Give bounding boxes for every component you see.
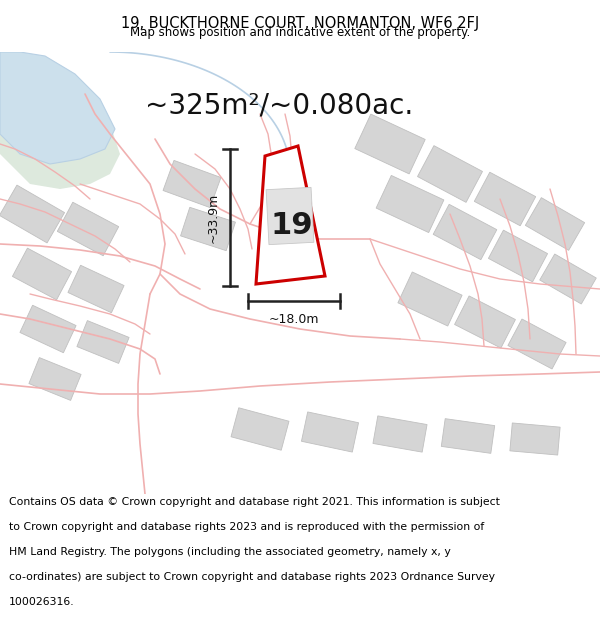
Text: ~33.9m: ~33.9m [207, 192, 220, 242]
Polygon shape [355, 114, 425, 174]
Polygon shape [508, 319, 566, 369]
Polygon shape [433, 204, 497, 259]
Polygon shape [163, 161, 221, 208]
Polygon shape [20, 305, 76, 352]
Polygon shape [418, 146, 482, 202]
Text: HM Land Registry. The polygons (including the associated geometry, namely x, y: HM Land Registry. The polygons (includin… [9, 547, 451, 557]
Polygon shape [540, 254, 596, 304]
Text: Map shows position and indicative extent of the property.: Map shows position and indicative extent… [130, 26, 470, 39]
Text: ~325m²/~0.080ac.: ~325m²/~0.080ac. [145, 92, 413, 120]
Text: to Crown copyright and database rights 2023 and is reproduced with the permissio: to Crown copyright and database rights 2… [9, 522, 484, 532]
Polygon shape [373, 416, 427, 452]
Polygon shape [301, 412, 359, 452]
Polygon shape [455, 296, 515, 348]
Polygon shape [29, 357, 81, 401]
Polygon shape [256, 146, 325, 284]
Text: co-ordinates) are subject to Crown copyright and database rights 2023 Ordnance S: co-ordinates) are subject to Crown copyr… [9, 572, 495, 582]
Text: ~18.0m: ~18.0m [269, 313, 319, 326]
Polygon shape [68, 265, 124, 312]
Polygon shape [57, 202, 119, 256]
Polygon shape [474, 173, 536, 226]
Polygon shape [526, 198, 584, 251]
Polygon shape [181, 208, 235, 251]
Polygon shape [398, 272, 462, 326]
Polygon shape [13, 248, 71, 300]
Polygon shape [376, 176, 444, 232]
Polygon shape [441, 419, 495, 453]
Text: 19: 19 [271, 211, 313, 241]
Polygon shape [231, 408, 289, 450]
Polygon shape [266, 188, 314, 244]
Polygon shape [0, 185, 65, 243]
Text: 100026316.: 100026316. [9, 597, 74, 607]
Polygon shape [488, 230, 548, 282]
Text: Contains OS data © Crown copyright and database right 2021. This information is : Contains OS data © Crown copyright and d… [9, 497, 500, 507]
Polygon shape [77, 321, 129, 363]
Polygon shape [0, 52, 120, 189]
Polygon shape [0, 52, 115, 164]
Text: 19, BUCKTHORNE COURT, NORMANTON, WF6 2FJ: 19, BUCKTHORNE COURT, NORMANTON, WF6 2FJ [121, 16, 479, 31]
Polygon shape [510, 423, 560, 455]
